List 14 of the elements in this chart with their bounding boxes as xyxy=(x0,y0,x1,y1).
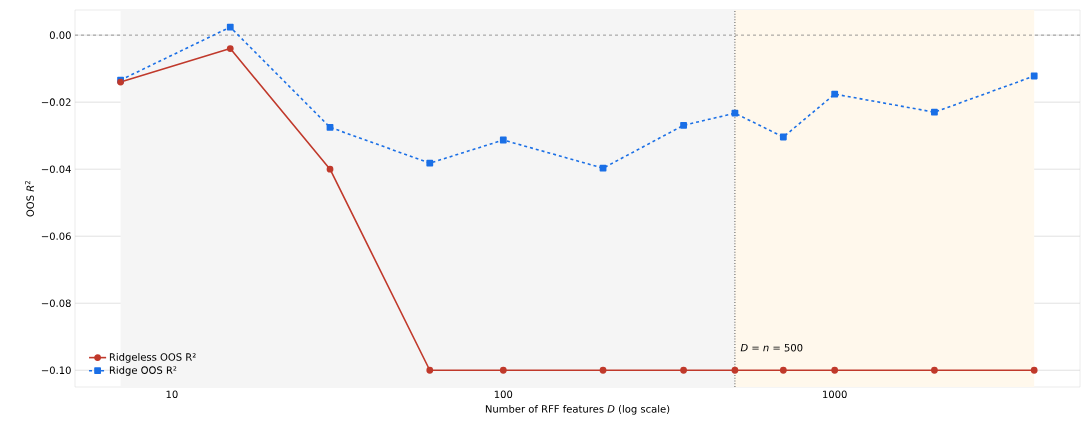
ref-line-label: D = n = 500 xyxy=(740,343,803,352)
x-tick-label: 1000 xyxy=(823,390,847,399)
legend-label: Ridge OOS R² xyxy=(109,366,177,376)
y-tick-label: −0.06 xyxy=(41,232,71,240)
y-tick-label: −0.08 xyxy=(41,299,71,307)
x-tick-label: 10 xyxy=(166,390,178,399)
y-tick-label: −0.10 xyxy=(41,366,71,375)
y-tick-label: −0.02 xyxy=(41,98,71,106)
y-tick-label: 0.00 xyxy=(49,31,71,39)
y-tick-label: −0.04 xyxy=(41,165,71,173)
y-axis-title: OOS R$^{2}$ xyxy=(25,181,34,217)
x-axis-title: Number of RFF features D (log scale) xyxy=(485,404,670,415)
x-tick-label: 100 xyxy=(494,390,513,399)
legend-label: Ridgeless OOS R² xyxy=(109,353,196,363)
